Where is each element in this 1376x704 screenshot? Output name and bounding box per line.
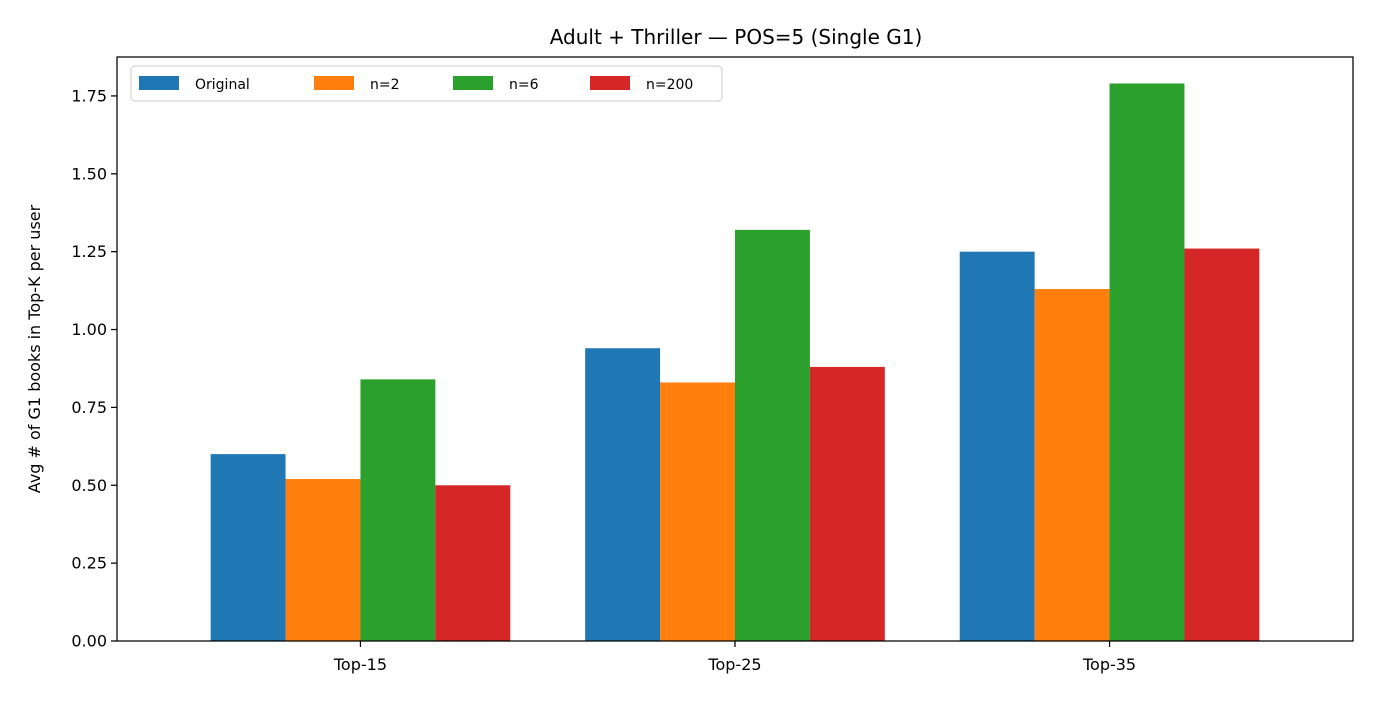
legend-label: Original [195, 77, 250, 93]
legend-box [130, 65, 723, 102]
bar-original-top-35 [959, 251, 1035, 641]
y-tick-label: 1.25 [71, 242, 107, 261]
y-tick-label: 1.50 [71, 164, 107, 183]
legend-label: n=2 [370, 77, 400, 93]
legend-label: n=200 [646, 77, 693, 93]
bar-n-2-top-35 [1034, 289, 1110, 641]
x-axis-ticks: Top-15 Top-25 Top-35 [333, 641, 1136, 674]
legend-swatch [590, 76, 630, 90]
bar-original-top-25 [585, 348, 661, 641]
y-tick-label: 1.00 [71, 320, 107, 339]
legend-swatch [139, 76, 179, 90]
x-tick-label: Top-15 [333, 655, 387, 674]
x-tick-label: Top-35 [1082, 655, 1136, 674]
y-tick-label: 0.00 [71, 632, 107, 651]
y-axis-ticks: 0.00 0.25 0.50 0.75 1.00 1.25 1.50 1.75 [71, 86, 117, 651]
legend-label: n=6 [509, 77, 539, 93]
legend-swatch [453, 76, 493, 90]
bar-n-6-top-35 [1109, 83, 1185, 641]
bar-n-6-top-25 [735, 229, 810, 641]
y-tick-label: 1.75 [71, 86, 107, 105]
bar-n-200-top-35 [1184, 248, 1260, 641]
bar-n-2-top-25 [660, 382, 735, 641]
y-tick-label: 0.75 [71, 398, 107, 417]
bar-original-top-15 [210, 454, 286, 641]
bar-group [210, 83, 1260, 641]
y-axis-label: Avg # of G1 books in Top-K per user [25, 204, 44, 493]
plot-frame [116, 56, 1354, 642]
y-tick-label: 0.25 [71, 554, 107, 573]
x-tick-label: Top-25 [707, 655, 761, 674]
legend-swatch [314, 76, 354, 90]
chart-title: Adult + Thriller — POS=5 (Single G1) [550, 25, 923, 49]
bar-n-6-top-15 [360, 379, 436, 641]
y-tick-label: 0.50 [71, 476, 107, 495]
bar-n-200-top-15 [435, 485, 511, 641]
legend: Original n=2 n=6 n=200 [130, 65, 723, 102]
bar-n-200-top-25 [809, 366, 885, 641]
bar-n-2-top-15 [285, 479, 361, 641]
